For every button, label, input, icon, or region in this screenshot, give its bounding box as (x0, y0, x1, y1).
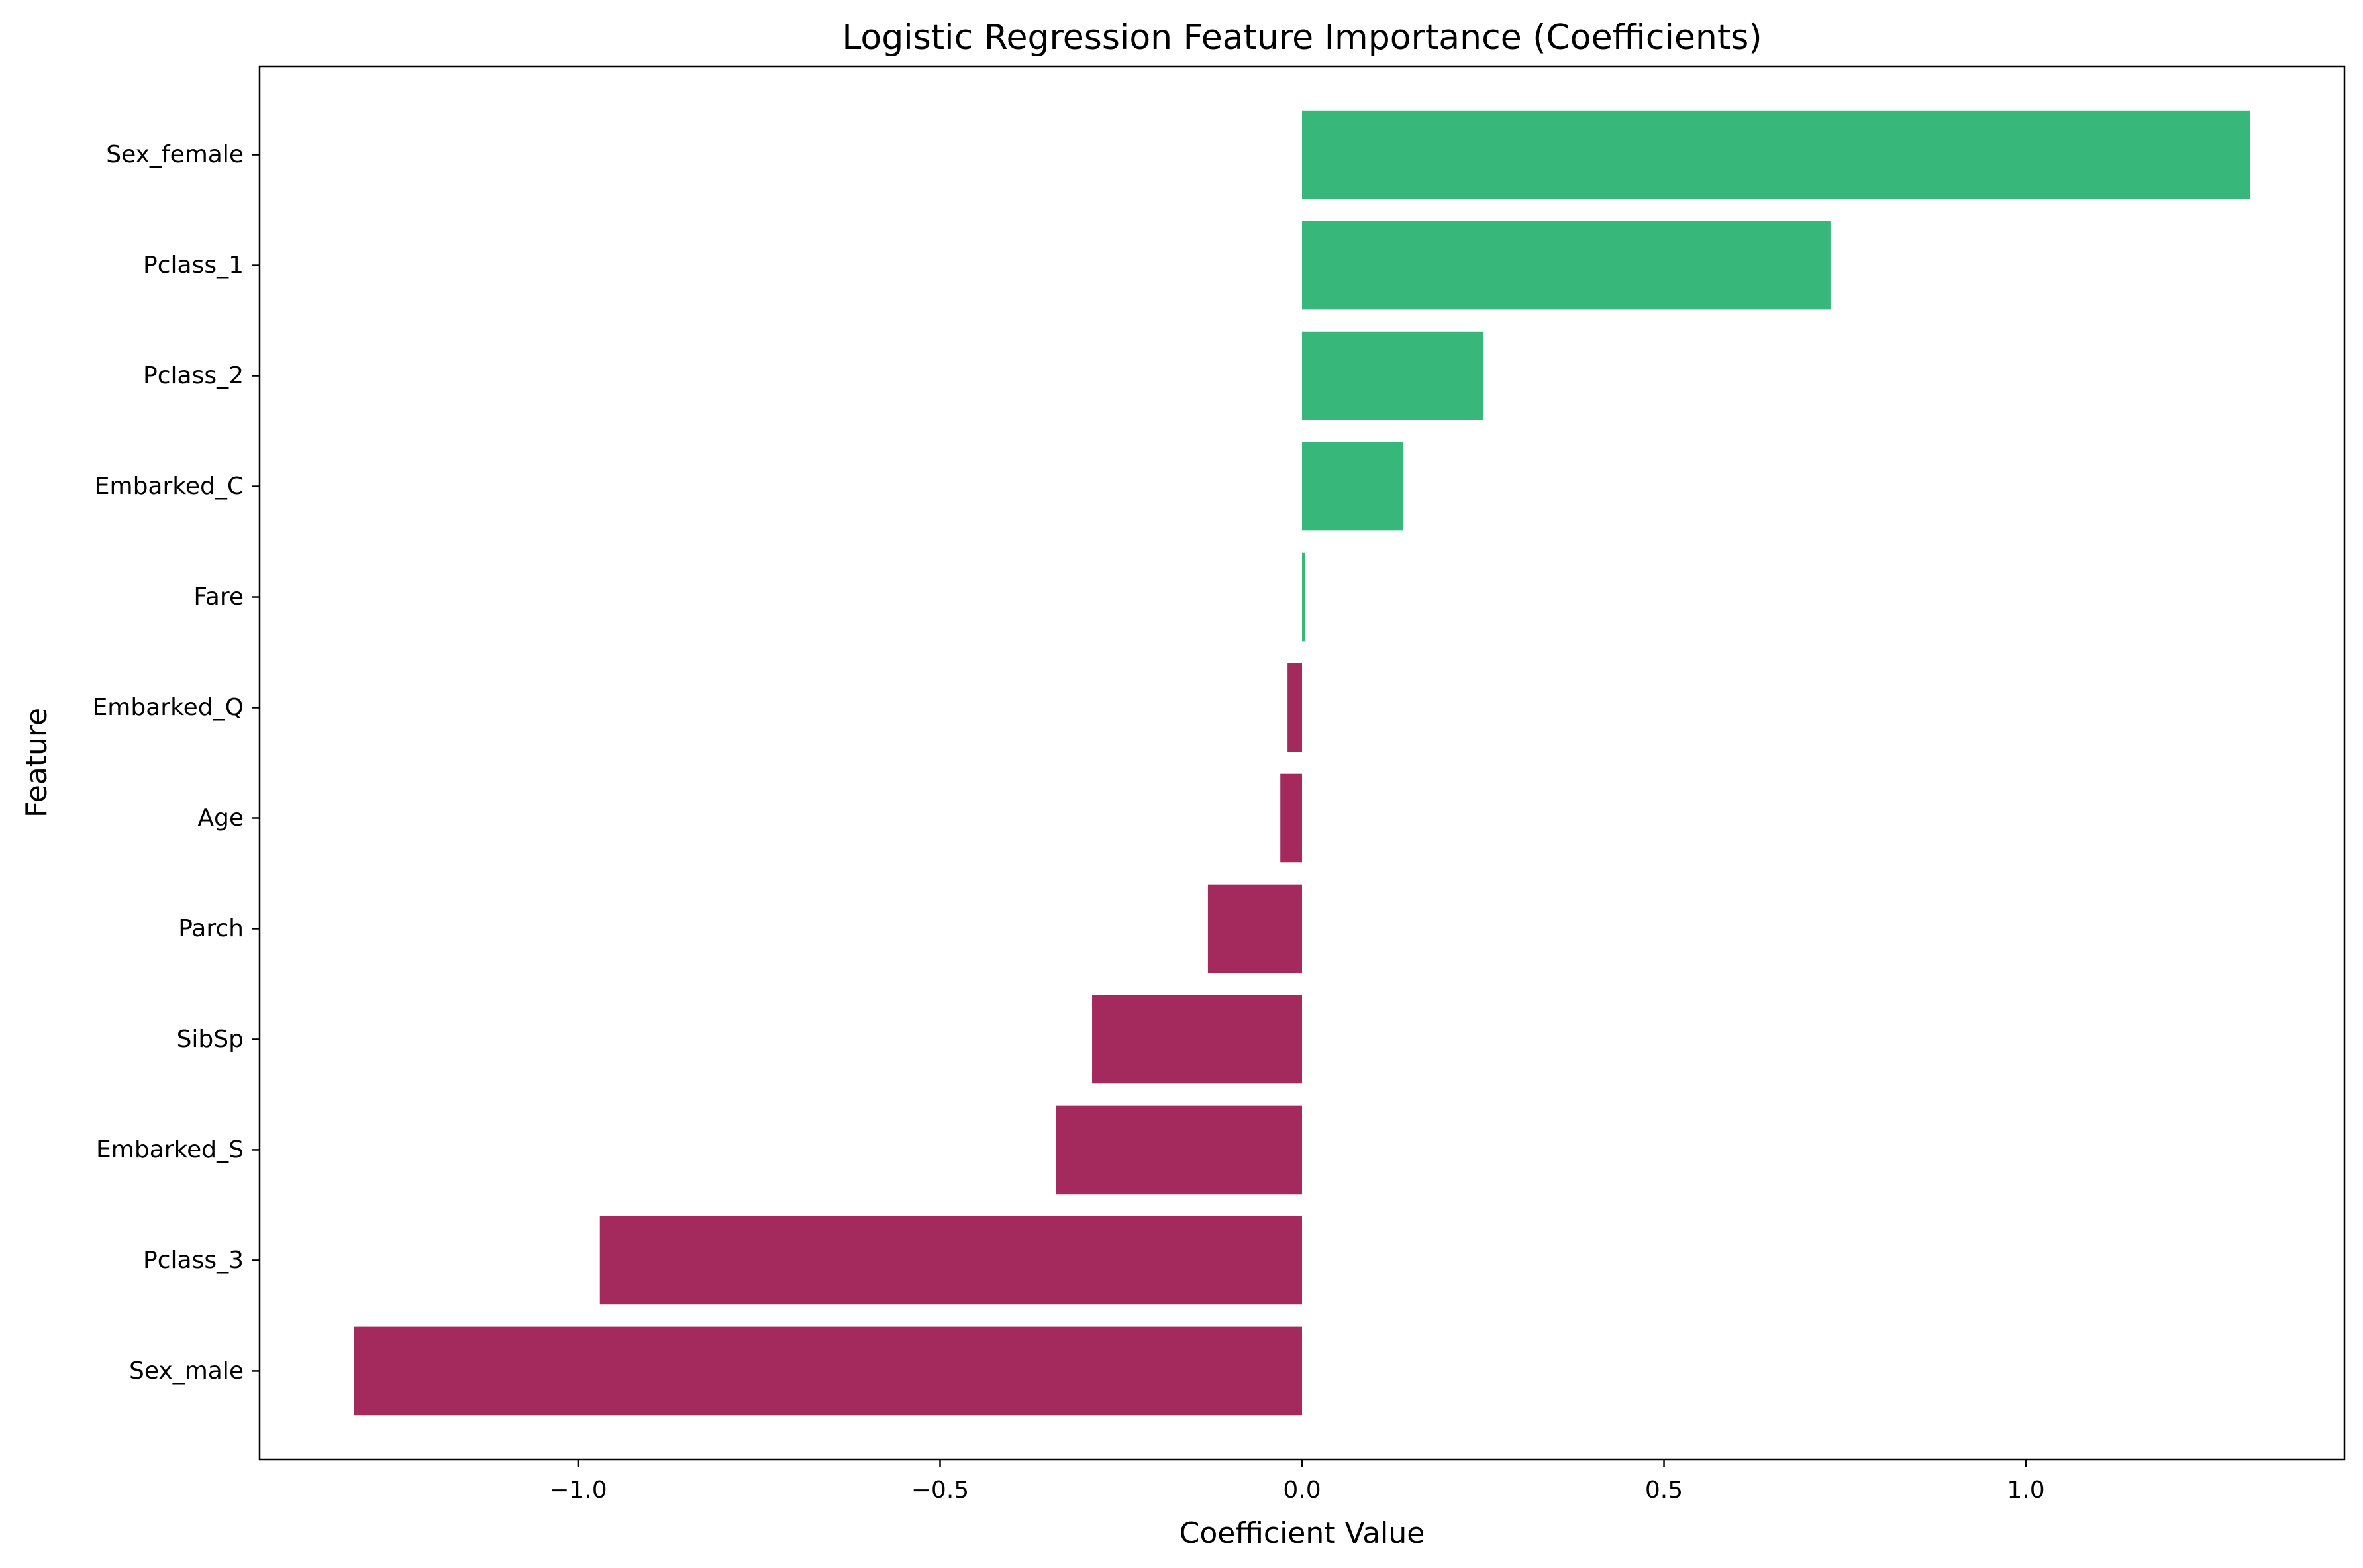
y-tick-label: Parch (178, 915, 244, 942)
x-tick-label: −0.5 (911, 1477, 969, 1504)
x-axis-label: Coefficient Value (1180, 1516, 1425, 1550)
y-axis-label: Feature (20, 708, 54, 818)
bar-fare (1302, 552, 1305, 642)
y-tick-label: Sex_female (106, 141, 244, 168)
x-tick-label: 1.0 (2007, 1477, 2044, 1504)
y-tick-label: Pclass_1 (143, 252, 244, 279)
y-tick-label: Embarked_C (95, 473, 244, 500)
bar-pclass-3 (599, 1216, 1302, 1305)
y-tick-label: Fare (193, 583, 244, 611)
y-tick-label: Pclass_3 (143, 1247, 244, 1274)
bar-sex-female (1302, 110, 2250, 199)
x-tick-label: −1.0 (549, 1477, 607, 1504)
bar-sibsp (1092, 995, 1302, 1084)
bar-embarked-s (1056, 1105, 1302, 1195)
bar-age (1280, 773, 1302, 863)
x-tick-label: 0.5 (1645, 1477, 1683, 1504)
bar-embarked-c (1302, 442, 1404, 531)
x-axis-ticks: −1.0 −0.5 0.0 0.5 1.0 (549, 1459, 2045, 1504)
y-tick-label: Age (197, 805, 244, 832)
y-tick-label: Pclass_2 (143, 362, 244, 389)
y-tick-label: SibSp (177, 1026, 244, 1053)
bar-pclass-2 (1302, 331, 1483, 420)
y-axis-ticks: Sex_female Pclass_1 Pclass_2 Embarked_C Fare… (93, 141, 260, 1385)
bar-embarked-q (1287, 663, 1302, 752)
bar-sex-male (354, 1326, 1303, 1416)
y-tick-label: Embarked_Q (93, 694, 244, 721)
bar-pclass-1 (1302, 220, 1831, 310)
x-tick-label: 0.0 (1283, 1477, 1321, 1504)
bar-parch (1207, 884, 1302, 973)
chart-title: Logistic Regression Feature Importance (… (842, 18, 1762, 58)
y-tick-label: Embarked_S (96, 1136, 244, 1163)
bars-group (354, 110, 2250, 1416)
y-tick-label: Sex_male (129, 1357, 244, 1385)
